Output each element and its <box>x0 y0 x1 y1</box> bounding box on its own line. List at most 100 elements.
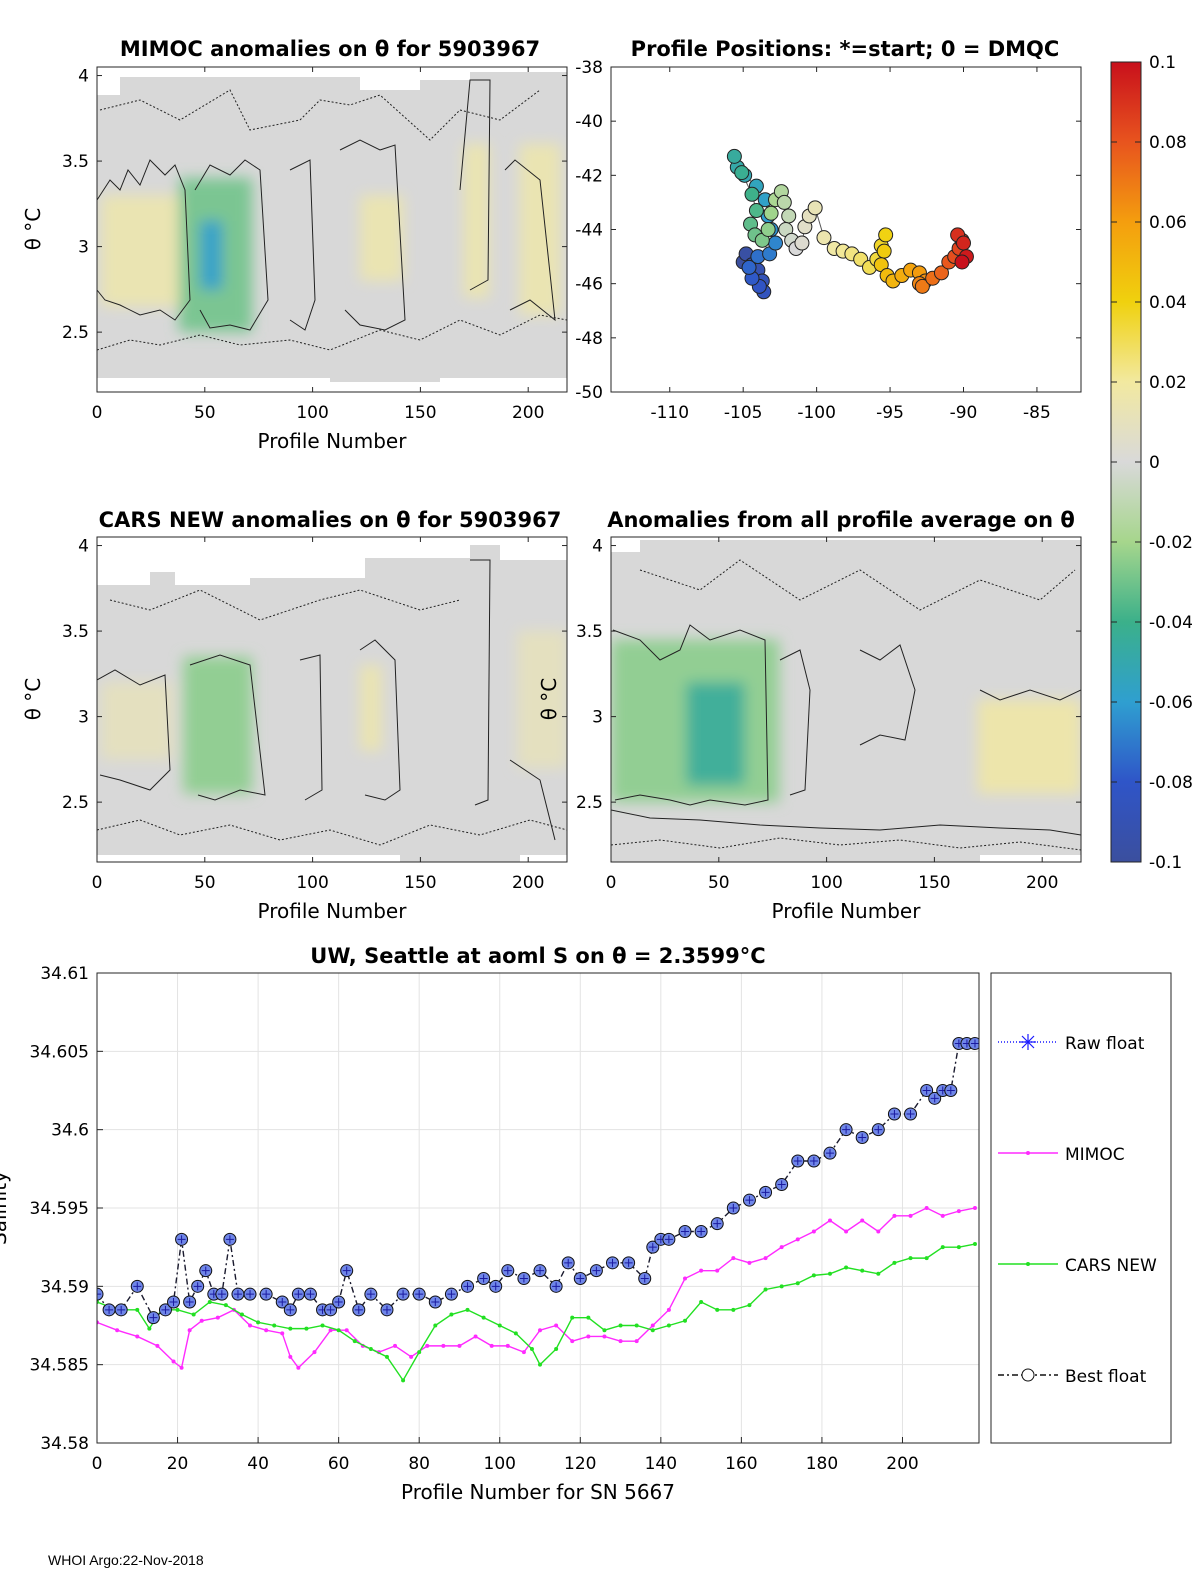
raw-float-star <box>906 1110 915 1118</box>
profile-position-marker <box>726 148 742 164</box>
cars-new-point <box>239 1312 244 1317</box>
x-tick-label: 200 <box>1026 873 1058 893</box>
mimoc-point <box>956 1209 961 1214</box>
y-tick-label: 2.5 <box>576 793 603 813</box>
avg-dotted-contours <box>611 559 1081 851</box>
raw-float-star <box>399 1290 408 1299</box>
raw-float-star <box>286 1305 295 1314</box>
cars-new-point <box>401 1378 406 1383</box>
raw-float-star <box>185 1298 194 1306</box>
x-tick-label: 100 <box>296 403 328 423</box>
raw-float-star <box>225 1235 234 1244</box>
profile-position-marker <box>878 227 894 243</box>
cars-new-point <box>650 1328 655 1333</box>
x-tick-label: 50 <box>708 873 730 893</box>
mimoc-anomaly-blobs <box>101 143 561 333</box>
profile-position-marker <box>748 203 764 219</box>
x-tick-label: 0 <box>92 1454 103 1474</box>
cars-new-point <box>538 1362 543 1367</box>
raw-float-star <box>491 1282 500 1291</box>
x-tick-label: 150 <box>404 873 436 893</box>
profile-position-marker <box>794 235 810 251</box>
legend-raw-float-star <box>1020 1034 1036 1050</box>
mimoc-point <box>972 1206 977 1210</box>
profile-position-marker <box>741 259 757 275</box>
mimoc-point <box>827 1218 832 1223</box>
x-tick-label: 60 <box>328 1454 350 1474</box>
mimoc-point <box>280 1331 285 1336</box>
raw-float-star <box>536 1266 545 1275</box>
x-tick-label: 40 <box>247 1454 269 1474</box>
cars-new-point <box>529 1347 534 1351</box>
salinity-ylabel: Salinity <box>0 1171 11 1245</box>
cars-new-point <box>715 1307 720 1312</box>
y-tick-label: 34.585 <box>30 1356 89 1376</box>
raw-float-star <box>592 1266 601 1275</box>
profile-position-marker <box>816 230 832 246</box>
colorbar-tick-label: 0.08 <box>1149 133 1187 153</box>
cars-anomaly-blob <box>517 631 567 768</box>
cars-new-point <box>336 1328 341 1333</box>
x-tick-label: 160 <box>725 1454 757 1474</box>
profile-position-marker <box>734 165 750 181</box>
cars-axes-box <box>96 536 568 863</box>
x-tick-label: 50 <box>194 873 216 893</box>
mimoc-point <box>602 1334 607 1339</box>
cars-new-point <box>956 1245 961 1250</box>
mimoc-point <box>538 1328 543 1333</box>
cars-new-point <box>207 1300 212 1304</box>
positions-axes-box <box>610 66 1082 393</box>
cars-new-point <box>433 1323 438 1328</box>
raw-float-star <box>306 1290 315 1299</box>
mimoc-point <box>650 1323 655 1328</box>
raw-float-star <box>342 1266 351 1275</box>
avg-ylabel: θ °C <box>537 678 561 721</box>
mimoc-point <box>179 1365 184 1370</box>
avg-anomaly-blobs <box>611 639 1081 803</box>
colorbar-tick-label: -0.02 <box>1149 533 1193 553</box>
mimoc-point <box>187 1328 192 1333</box>
raw-float-star <box>503 1266 512 1275</box>
mimoc-point <box>425 1343 430 1348</box>
salinity-series <box>97 1037 979 1383</box>
colorbar-tick-label: -0.08 <box>1149 773 1193 793</box>
y-tick-label: -50 <box>575 383 603 403</box>
mimoc-point <box>940 1213 945 1218</box>
legend-best-float-circle <box>1021 1368 1035 1382</box>
cars-title: CARS NEW anomalies on θ for 5903967 <box>99 508 562 532</box>
y-tick-label: -46 <box>575 275 603 295</box>
cars-new-point <box>417 1350 422 1355</box>
y-tick-label: 4 <box>78 537 89 557</box>
mimoc-point <box>215 1315 220 1320</box>
legend-label: Raw float <box>1065 1034 1145 1054</box>
y-tick-label: 3.5 <box>62 622 89 642</box>
raw-float-star <box>874 1125 883 1134</box>
raw-float-star <box>133 1282 142 1291</box>
salinity-title: UW, Seattle at aoml S on θ = 2.3599°C <box>310 944 765 968</box>
cars-new-line <box>97 1243 976 1382</box>
mimoc-point <box>288 1354 293 1359</box>
y-tick-label: 3 <box>78 708 89 728</box>
cars-new-point <box>135 1307 140 1312</box>
colorbar: 0.1 0.08 0.06 0.04 0.02 0 -0.02 -0.04 -0.06 -0.08… <box>1110 53 1193 873</box>
raw-float-star <box>858 1133 867 1142</box>
mimoc-point <box>779 1245 784 1250</box>
y-tick-label: 3.5 <box>62 152 89 172</box>
x-tick-label: 50 <box>194 403 216 423</box>
y-tick-label: 3 <box>78 238 89 258</box>
avg-ticks: 0 50 100 150 200 2.5 3 3.5 4 <box>576 537 1081 893</box>
raw-float-star <box>793 1157 802 1165</box>
x-tick-label: 180 <box>806 1454 838 1474</box>
mimoc-point <box>473 1334 478 1339</box>
mimoc-anomaly-blob <box>101 195 179 307</box>
cars-new-point <box>449 1312 454 1317</box>
positions-title: Profile Positions: *=start; 0 = DMQC <box>631 37 1060 61</box>
y-tick-label: -42 <box>575 166 603 186</box>
mimoc-point <box>393 1343 398 1348</box>
cars-new-point <box>368 1347 373 1351</box>
mimoc-point <box>699 1268 704 1273</box>
mimoc-point <box>328 1328 333 1333</box>
raw-float-star <box>809 1157 818 1165</box>
avg-anomaly-blob <box>686 682 745 786</box>
mimoc-point <box>554 1323 559 1328</box>
